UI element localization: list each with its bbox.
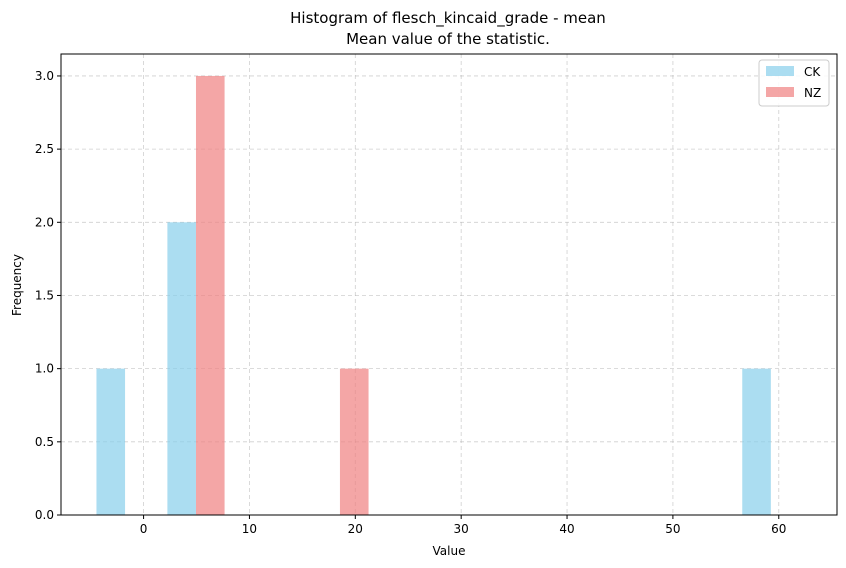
x-tick-label: 40: [559, 522, 574, 536]
y-tick-label: 0.5: [35, 435, 54, 449]
bar-ck: [96, 368, 126, 515]
bar-ck: [167, 222, 196, 516]
legend-swatch-ck: [766, 66, 794, 76]
legend: CK NZ: [758, 59, 830, 107]
y-axis-ticks: 0.0 0.5 1.0 1.5 2.0 2.5 3.0: [35, 69, 61, 522]
y-tick-label: 1.5: [35, 288, 54, 302]
x-tick-label: 30: [454, 522, 469, 536]
bar-nz: [195, 75, 225, 515]
x-tick-label: 20: [348, 522, 363, 536]
y-axis-label: Frequency: [10, 254, 24, 316]
x-tick-label: 50: [665, 522, 680, 536]
y-tick-label: 3.0: [35, 69, 54, 83]
x-axis-ticks: 0 10 20 30 40 50 60: [140, 515, 786, 536]
x-tick-label: 60: [771, 522, 786, 536]
y-tick-label: 2.0: [35, 215, 54, 229]
x-axis-label: Value: [433, 544, 466, 558]
bar-ck: [742, 368, 771, 515]
chart-subtitle: Mean value of the statistic.: [346, 30, 550, 48]
chart-title: Histogram of flesch_kincaid_grade - mean: [290, 9, 606, 28]
x-tick-label: 10: [242, 522, 257, 536]
x-tick-label: 0: [140, 522, 148, 536]
y-tick-label: 2.5: [35, 142, 54, 156]
legend-swatch-nz: [766, 87, 794, 97]
y-tick-label: 0.0: [35, 508, 54, 522]
y-tick-label: 1.0: [35, 362, 54, 376]
legend-label-ck: CK: [804, 65, 821, 79]
bars: [96, 75, 771, 516]
bar-nz: [339, 368, 369, 515]
legend-label-nz: NZ: [804, 86, 821, 100]
plot-frame: [60, 53, 838, 516]
